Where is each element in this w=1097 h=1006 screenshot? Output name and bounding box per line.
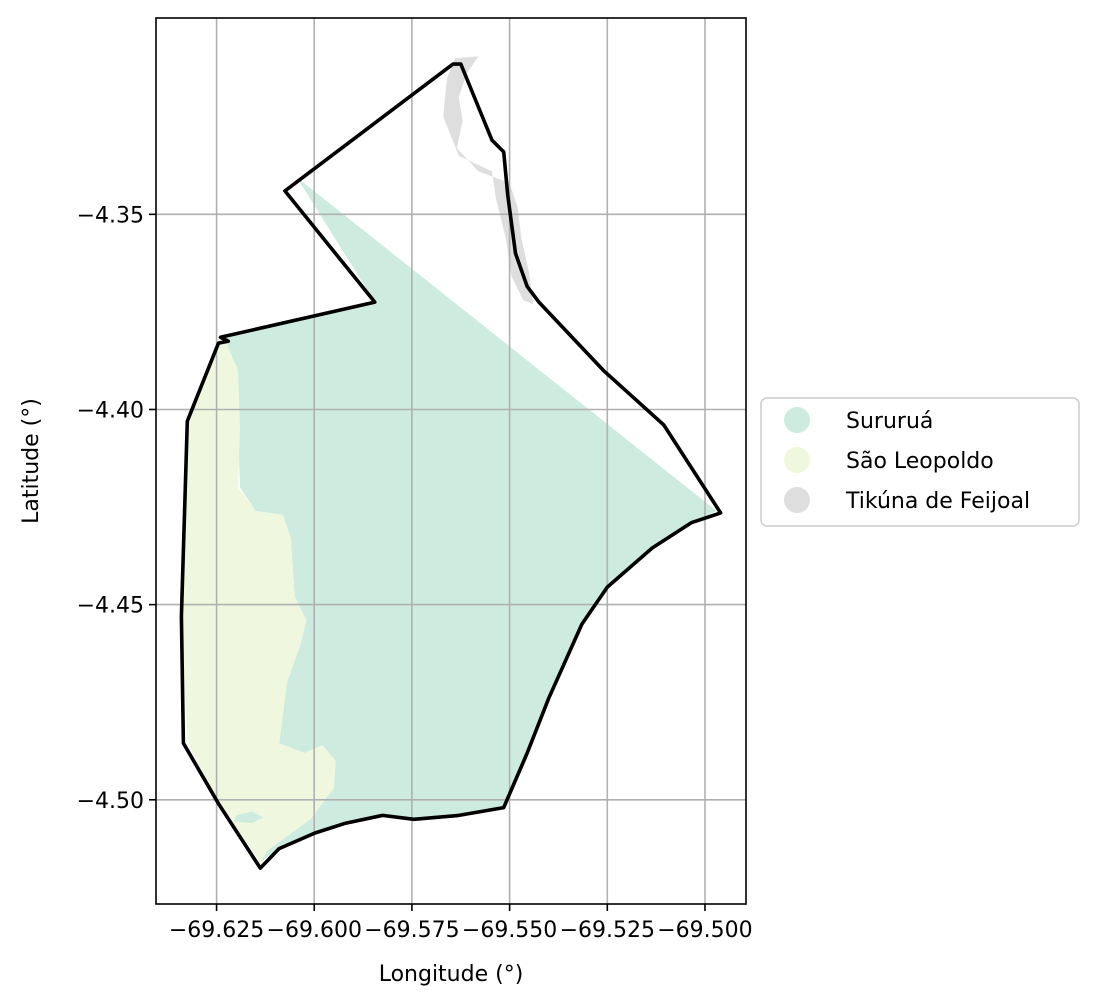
map-regions <box>181 56 717 863</box>
legend-label: Tikúna de Feijoal <box>845 489 1030 514</box>
gridlines <box>156 18 746 904</box>
legend-swatch <box>784 407 810 433</box>
x-axis-ticks: −69.625 −69.600 −69.575 −69.550 −69.525 −69.5… <box>169 904 753 943</box>
plot-frame <box>155 17 747 905</box>
x-tick-label: −69.500 <box>657 918 752 943</box>
legend: Sururuá São Leopoldo Tikúna de Feijoal <box>760 397 1080 527</box>
y-tick-label: −4.40 <box>77 398 144 423</box>
region-tikuna-de-feijoal <box>443 56 534 305</box>
legend-label: São Leopoldo <box>846 449 994 474</box>
x-tick-label: −69.625 <box>169 918 264 943</box>
legend-swatch <box>784 447 810 473</box>
x-tick-label: −69.600 <box>267 918 362 943</box>
legend-label: Sururuá <box>846 409 933 434</box>
x-tick-label: −69.525 <box>560 918 655 943</box>
y-tick-label: −4.50 <box>77 789 144 814</box>
y-tick-label: −4.35 <box>77 203 144 228</box>
region-sururua <box>234 811 264 824</box>
legend-swatch <box>784 487 810 513</box>
y-tick-label: −4.45 <box>77 594 144 619</box>
x-tick-label: −69.550 <box>462 918 557 943</box>
region-sururua <box>220 177 717 863</box>
x-axis-label: Longitude (°) <box>379 962 524 987</box>
boundary-outline <box>179 62 723 870</box>
legend-box <box>760 397 1080 527</box>
y-axis-ticks: −4.35 −4.40 −4.45 −4.50 <box>77 203 156 814</box>
y-axis-label: Latitude (°) <box>19 398 44 524</box>
x-tick-label: −69.575 <box>364 918 459 943</box>
territory-boundary <box>179 62 723 870</box>
region-sao-leopoldo <box>181 335 336 863</box>
